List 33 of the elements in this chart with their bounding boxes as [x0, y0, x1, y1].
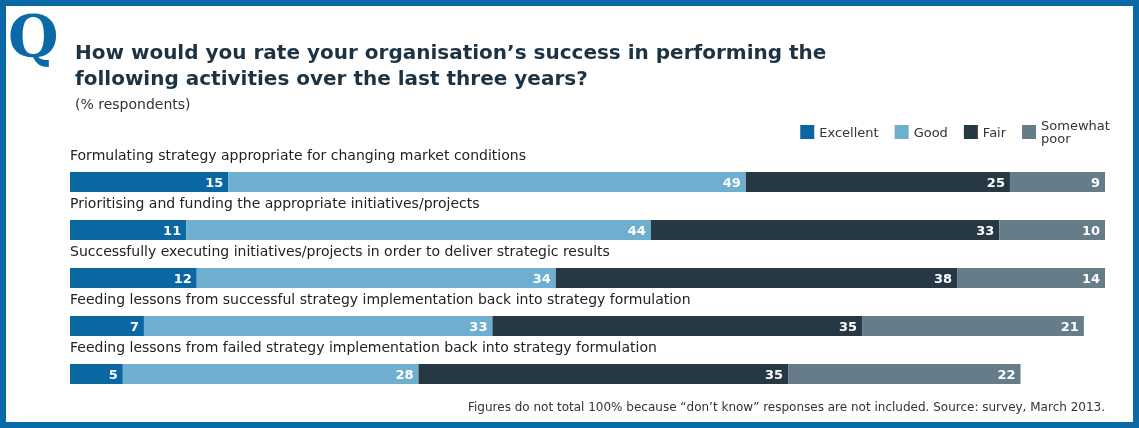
data-label: 35 [765, 366, 784, 382]
data-label: 25 [986, 174, 1005, 190]
data-label: 33 [976, 222, 995, 238]
legend-label: Fair [982, 124, 1007, 140]
data-label: 33 [469, 318, 488, 334]
data-label: 10 [1081, 222, 1100, 238]
data-label: 7 [129, 318, 139, 334]
chart-subtitle: (% respondents) [75, 96, 191, 112]
data-label: 9 [1090, 174, 1100, 190]
chart-title: How would you rate your organisation’s success in performing the following activities over the last three years? [75, 40, 834, 90]
y-tick-label: Successfully executing initiatives/projects in order to deliver strategic results [70, 243, 610, 259]
data-label: 44 [627, 222, 646, 238]
y-tick-label: Formulating strategy appropriate for changing market conditions [70, 147, 526, 163]
data-label: 22 [997, 366, 1016, 382]
legend-label: Good [913, 124, 948, 140]
data-label: 12 [173, 270, 192, 286]
legend-label: Somewhat poor [1041, 118, 1114, 146]
data-label: 14 [1081, 270, 1100, 286]
legend-label: Excellent [819, 124, 879, 140]
data-label: 15 [205, 174, 224, 190]
y-tick-label: Prioritising and funding the appropriate initiatives/projects [70, 195, 480, 211]
data-label: 11 [163, 222, 182, 238]
data-label: 5 [108, 366, 118, 382]
y-tick-label: Feeding lessons from successful strategy implementation back into strategy formulation [70, 291, 691, 307]
data-label: 49 [722, 174, 741, 190]
data-label: 21 [1060, 318, 1079, 334]
text: Q [8, 3, 59, 71]
text: Figures do not total 100% because “don’t know” responses are not included. Source: survey, March 2013. [468, 400, 1106, 414]
y-tick-label: Feeding lessons from failed strategy implementation back into strategy formulation [70, 339, 657, 355]
data-label: 34 [532, 270, 551, 286]
data-label: 38 [934, 270, 953, 286]
data-label: 35 [839, 318, 858, 334]
data-label: 28 [395, 366, 414, 382]
